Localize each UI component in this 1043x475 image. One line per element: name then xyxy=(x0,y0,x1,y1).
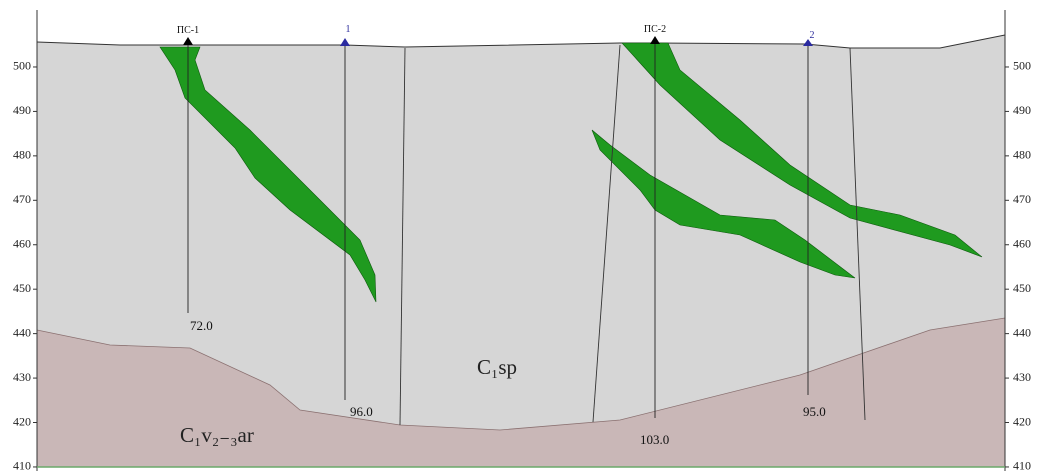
y-tick-label: 500 xyxy=(13,59,31,73)
y-tick-label: 450 xyxy=(13,281,31,295)
y-tick-label: 430 xyxy=(13,370,31,384)
y-tick-label: 480 xyxy=(1013,148,1031,162)
y-tick-label: 440 xyxy=(13,325,31,339)
well-depth: 72.0 xyxy=(190,318,213,333)
y-tick-label: 450 xyxy=(1013,281,1031,295)
well-depth: 103.0 xyxy=(640,432,669,447)
y-tick-label: 410 xyxy=(1013,459,1031,473)
well-label: ПС-1 xyxy=(177,25,199,36)
unit-label: C₁sp xyxy=(477,355,517,379)
well-depth: 96.0 xyxy=(350,404,373,419)
y-tick-label: 430 xyxy=(1013,370,1031,384)
y-tick-label: 410 xyxy=(13,459,31,473)
unit-label: C₁v₂₋₃ar xyxy=(180,423,254,447)
y-tick-label: 490 xyxy=(1013,103,1031,117)
y-tick-label: 490 xyxy=(13,103,31,117)
well-label: 1 xyxy=(346,24,351,35)
y-tick-label: 420 xyxy=(13,414,31,428)
y-tick-label: 470 xyxy=(13,192,31,206)
well-label: 2 xyxy=(810,30,815,41)
well-depth: 95.0 xyxy=(803,404,826,419)
y-tick-label: 420 xyxy=(1013,414,1031,428)
y-tick-label: 460 xyxy=(1013,236,1031,250)
well-label: ПС-2 xyxy=(644,24,666,35)
y-tick-label: 480 xyxy=(13,148,31,162)
y-tick-label: 460 xyxy=(13,236,31,250)
y-tick-label: 500 xyxy=(1013,59,1031,73)
cross-section: ПС-1 1 ПС-2 2 72.0 96.0 103.0 95.0 C₁sp … xyxy=(0,0,1043,475)
y-tick-label: 440 xyxy=(1013,325,1031,339)
y-tick-label: 470 xyxy=(1013,192,1031,206)
